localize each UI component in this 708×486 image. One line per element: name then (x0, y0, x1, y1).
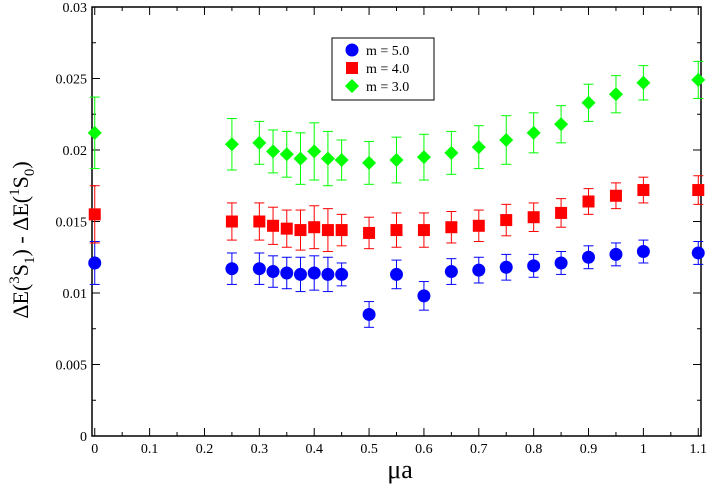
data-point (335, 224, 348, 237)
data-point (472, 263, 486, 277)
data-point (582, 195, 595, 208)
data-point (307, 144, 322, 159)
data-point (224, 137, 239, 152)
data-point (691, 246, 705, 260)
data-point (389, 153, 404, 168)
data-point (499, 132, 514, 147)
data-point (555, 206, 568, 219)
data-point (88, 208, 101, 221)
axis-ticks (92, 6, 701, 437)
series-diamond (87, 60, 706, 187)
data-point (609, 247, 623, 261)
x-tick-label: 0.4 (305, 442, 323, 457)
x-tick-label: 0.9 (580, 442, 598, 457)
x-tick-label: 0.3 (251, 442, 269, 457)
x-tick-label: 0.5 (360, 442, 378, 457)
data-point (293, 267, 307, 281)
data-point (526, 125, 541, 140)
x-tick-label: 0.8 (525, 442, 543, 457)
y-tick-label: 0.01 (63, 287, 88, 302)
data-point (636, 245, 650, 259)
data-point (335, 267, 349, 281)
legend-marker-diamond (345, 79, 359, 93)
data-point (87, 125, 102, 140)
legend-label: m = 3.0 (366, 80, 409, 95)
data-point (445, 221, 458, 234)
data-point (252, 262, 266, 276)
data-point (637, 184, 650, 197)
data-point (279, 147, 294, 162)
data-point (293, 151, 308, 166)
legend-label: m = 4.0 (366, 62, 409, 77)
data-series (87, 60, 706, 328)
data-point (267, 219, 280, 232)
data-point (527, 211, 540, 224)
x-tick-label: 0.7 (470, 442, 488, 457)
series-circle (88, 239, 705, 328)
data-point (252, 135, 267, 150)
x-tick-label: 0.6 (415, 442, 433, 457)
data-point (444, 145, 459, 160)
data-point (582, 250, 596, 264)
data-point (294, 224, 307, 237)
data-point (88, 256, 102, 270)
data-point (417, 289, 431, 303)
y-tick-label: 0.015 (56, 216, 88, 231)
data-point (500, 214, 513, 227)
data-point (554, 256, 568, 270)
data-point (362, 155, 377, 170)
data-point (390, 224, 403, 237)
x-axis-title: μa (387, 455, 413, 484)
data-point (266, 265, 280, 279)
y-axis-title: ΔE(3S1) - ΔE(1S0) (7, 161, 38, 318)
data-point (362, 307, 376, 321)
y-tick-label: 0 (80, 430, 87, 445)
data-point (308, 221, 321, 234)
data-point (321, 267, 335, 281)
legend-label: m = 5.0 (366, 44, 409, 59)
legend: m = 5.0 m = 4.0 m = 3.0 (331, 37, 435, 101)
data-point (390, 267, 403, 281)
x-tick-label: 0 (91, 442, 98, 457)
y-tick-label: 0.005 (56, 359, 88, 374)
data-point (334, 153, 349, 168)
data-point (225, 215, 238, 228)
data-point (416, 150, 431, 165)
data-point (636, 75, 651, 90)
data-point (444, 265, 458, 279)
data-point (554, 117, 569, 132)
data-point (581, 95, 596, 110)
axis-tick-labels: 0 0.1 0.2 0.3 0.4 0.5 0.6 0.7 0.8 0.9 1 1.1 0 0.005 0.… (56, 1, 708, 457)
data-point (280, 266, 294, 280)
data-point (320, 151, 335, 166)
data-point (472, 219, 485, 232)
y-tick-label: 0.025 (56, 73, 88, 88)
data-point (691, 72, 706, 87)
data-point (253, 215, 266, 228)
y-tick-label: 0.02 (63, 144, 88, 159)
data-point (307, 266, 321, 280)
data-point (609, 189, 622, 202)
data-point (499, 260, 513, 274)
data-point (266, 144, 281, 159)
data-point (417, 224, 430, 237)
data-point (471, 140, 486, 155)
x-tick-label: 0.2 (196, 442, 214, 457)
y-tick-label: 0.03 (63, 1, 88, 16)
series-square (88, 175, 705, 253)
data-point (363, 226, 376, 239)
x-tick-label: 0.1 (141, 442, 159, 457)
legend-marker-square (346, 62, 358, 74)
data-point (608, 87, 623, 102)
data-point (280, 222, 293, 235)
data-point (225, 262, 239, 276)
x-tick-label: 1.1 (690, 442, 708, 457)
data-point (692, 184, 705, 197)
data-point (527, 259, 541, 273)
x-tick-label: 1 (640, 442, 647, 457)
data-point (321, 224, 334, 237)
legend-marker-circle (345, 43, 359, 57)
